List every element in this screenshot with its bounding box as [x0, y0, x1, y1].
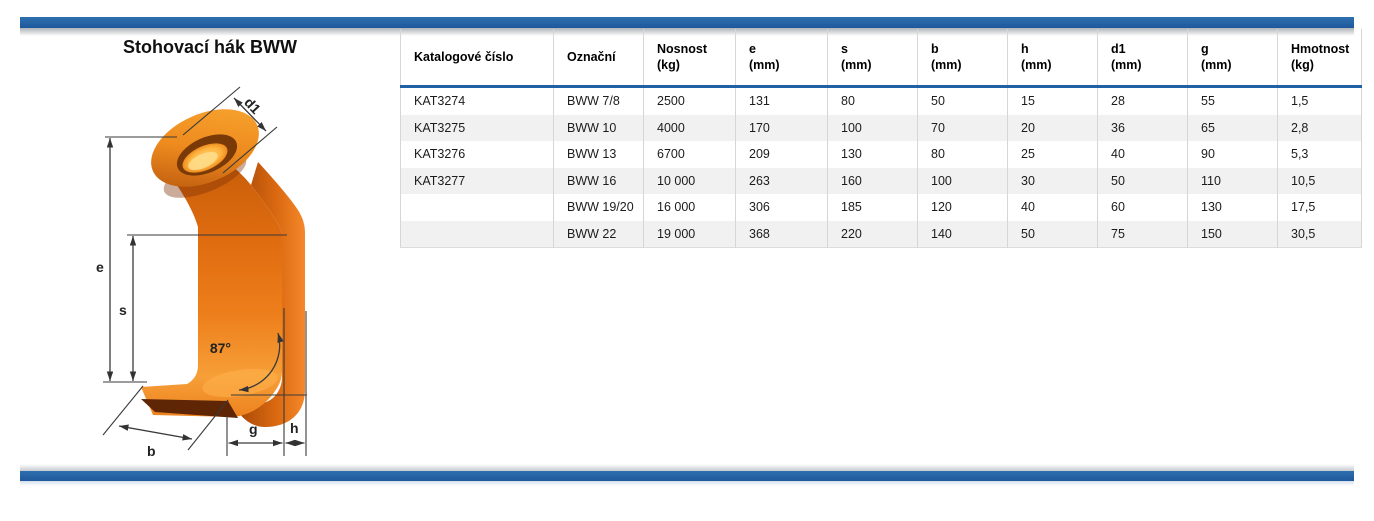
table-body: KAT3274 BWW 7/8 2500 131 80 50 15 28 55 1,5 KAT327…: [400, 86, 1362, 248]
table-cell: 28: [1097, 86, 1188, 115]
table-cell: 75: [1097, 220, 1188, 248]
table-row: BWW 19/20 16 000 306 185 120 40 60 130 17,5: [401, 194, 1362, 221]
table-cell: 65: [1187, 114, 1278, 141]
table-cell: 50: [917, 86, 1008, 115]
table-cell: 1,5: [1277, 86, 1362, 115]
table-cell: [401, 221, 554, 248]
table-cell: 100: [917, 167, 1008, 194]
table-cell: KAT3275: [414, 120, 466, 135]
table-cell: 55: [1187, 86, 1278, 115]
table-cell: BWW 7/8: [553, 86, 644, 115]
table-header-row: Katalogové číslo Označní Nosnost (kg) e (mm) s…: [400, 29, 1362, 88]
column-header: Označní: [553, 29, 644, 88]
table-cell: 30: [1007, 167, 1098, 194]
table-cell: 36: [1097, 114, 1188, 141]
column-header: Nosnost (kg): [643, 29, 736, 88]
bottom-divider-bar: [20, 471, 1354, 481]
table-cell: KAT3276: [414, 147, 466, 162]
table-cell: 110: [1187, 167, 1278, 194]
table-cell: 170: [735, 114, 828, 141]
top-divider-bar: [20, 17, 1354, 28]
dim-label-h: h: [290, 420, 299, 436]
table-cell: 20: [1007, 114, 1098, 141]
table-cell: 30,5: [1277, 220, 1362, 248]
table-cell: 131: [735, 86, 828, 115]
table-cell: BWW 10: [553, 114, 644, 141]
dimension-lines: e s d1 87° b g h: [96, 86, 307, 459]
table-cell: 140: [917, 220, 1008, 248]
table-cell: 2,8: [1277, 114, 1362, 141]
hook-body: [141, 109, 305, 427]
table-cell: 17,5: [1277, 194, 1362, 221]
dim-label-g: g: [249, 421, 258, 437]
table-cell: 220: [827, 220, 918, 248]
table-row: BWW 22 19 000 368 220 140 50 75 150 30,5: [400, 220, 1362, 248]
table-cell: 19 000: [643, 220, 736, 248]
table-row: KAT3274 BWW 7/8 2500 131 80 50 15 28 55 1,5: [401, 86, 1362, 115]
table-row: KAT3276 BWW 13 6700 209 130 80 25 40 90 5,3: [401, 141, 1362, 168]
table-cell: 60: [1097, 194, 1188, 221]
table-cell: 160: [827, 167, 918, 194]
hook-foot-underside: [141, 399, 238, 418]
hook-illustration: e s d1 87° b g h: [96, 86, 307, 459]
table-cell: 120: [917, 194, 1008, 221]
table-cell: 209: [735, 141, 828, 168]
hook-back-edge: [239, 162, 305, 427]
column-header: h (mm): [1007, 29, 1098, 88]
bottom-divider-shadow: [20, 464, 1354, 471]
dim-label-s: s: [119, 302, 127, 318]
table-cell: KAT3274: [414, 94, 466, 109]
table-cell: BWW 13: [553, 141, 644, 168]
table-row: KAT3275 BWW 10 4000 170 100 70 20 36 65 2,8: [400, 114, 1362, 141]
column-header: g (mm): [1187, 29, 1278, 88]
table-cell: 130: [1187, 194, 1278, 221]
table-cell: 185: [827, 194, 918, 221]
table-cell: 40: [1007, 194, 1098, 221]
table-cell: 263: [735, 167, 828, 194]
table-cell: 40: [1097, 141, 1188, 168]
column-header: d1 (mm): [1097, 29, 1188, 88]
column-header: s (mm): [827, 29, 918, 88]
table-cell: 150: [1187, 220, 1278, 248]
table-cell: BWW 22: [553, 220, 644, 248]
table-cell: 5,3: [1277, 141, 1362, 168]
table-cell: 2500: [643, 86, 736, 115]
table-cell: 90: [1187, 141, 1278, 168]
column-header: e (mm): [735, 29, 828, 88]
table-row: KAT3277 BWW 16 10 000 263 160 100 30 50 110 10,5: [400, 167, 1362, 194]
table-cell: 80: [827, 86, 918, 115]
dim-label-b: b: [147, 443, 156, 459]
product-spec-table: Katalogové číslo Označní Nosnost (kg) e (mm) s…: [400, 29, 1362, 248]
table-cell: [401, 194, 554, 221]
table-cell: 10 000: [643, 167, 736, 194]
table-cell: 25: [1007, 141, 1098, 168]
table-cell: 16 000: [643, 194, 736, 221]
table-cell: 4000: [643, 114, 736, 141]
table-cell: 6700: [643, 141, 736, 168]
column-header: Katalogové číslo: [400, 29, 554, 88]
dim-label-e: e: [96, 259, 104, 275]
bottom-divider-underglow: [20, 481, 1354, 486]
table-cell: BWW 19/20: [553, 194, 644, 221]
table-cell: 306: [735, 194, 828, 221]
table-cell: 130: [827, 141, 918, 168]
table-cell: 10,5: [1277, 167, 1362, 194]
column-header: Hmotnost (kg): [1277, 29, 1362, 88]
page-title: Stohovací hák BWW: [122, 37, 297, 57]
column-header: b (mm): [917, 29, 1008, 88]
table-cell: 50: [1007, 220, 1098, 248]
table-cell: 15: [1007, 86, 1098, 115]
table-cell: 368: [735, 220, 828, 248]
table-cell: KAT3277: [414, 173, 466, 188]
table-cell: 50: [1097, 167, 1188, 194]
table-cell: 80: [917, 141, 1008, 168]
dim-label-angle: 87°: [210, 340, 231, 356]
hook-ring-hole-highlight: [188, 151, 218, 171]
table-header: Katalogové číslo Označní Nosnost (kg) e (mm) s…: [400, 29, 1362, 88]
table-cell: 70: [917, 114, 1008, 141]
table-cell: 100: [827, 114, 918, 141]
table-cell: BWW 16: [553, 167, 644, 194]
